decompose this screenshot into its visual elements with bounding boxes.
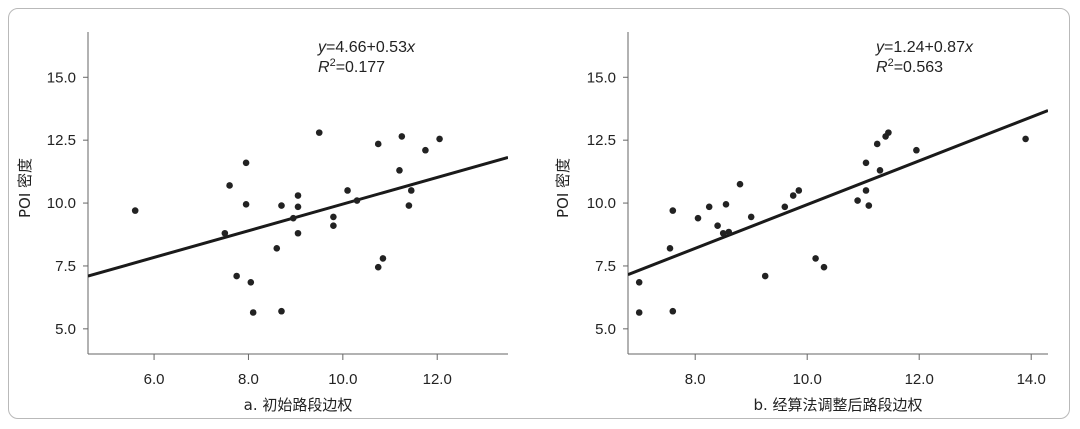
- data-point: [250, 309, 257, 316]
- data-point: [790, 192, 797, 199]
- data-point: [737, 181, 744, 188]
- r-squared: R2=0.563: [876, 57, 943, 76]
- data-point: [248, 279, 255, 286]
- y-axis-title: POI 密度: [554, 158, 572, 218]
- data-point: [1022, 136, 1029, 143]
- x-axis-title: a. 初始路段边权: [244, 396, 353, 414]
- data-point: [720, 230, 727, 237]
- data-point: [436, 136, 443, 143]
- regression-equation: y=4.66+0.53x: [317, 39, 416, 56]
- data-point: [243, 160, 250, 167]
- y-tick-label: 10.0: [587, 195, 616, 212]
- data-point: [670, 308, 677, 315]
- data-point: [667, 245, 674, 252]
- data-point: [375, 264, 382, 271]
- data-point: [714, 222, 721, 229]
- data-point: [695, 215, 702, 222]
- data-point: [399, 133, 406, 140]
- data-point: [380, 255, 387, 262]
- y-tick-label: 15.0: [47, 69, 76, 86]
- y-tick-label: 15.0: [587, 69, 616, 86]
- data-point: [330, 214, 337, 221]
- r-squared: R2=0.177: [318, 57, 385, 76]
- y-tick-label: 12.5: [47, 132, 76, 149]
- y-tick-label: 5.0: [595, 321, 616, 338]
- data-point: [278, 202, 285, 209]
- data-point: [636, 309, 643, 316]
- x-tick-label: 8.0: [238, 371, 259, 388]
- data-point: [132, 207, 139, 214]
- data-point: [877, 167, 884, 174]
- data-point: [354, 197, 361, 204]
- regression-line: [88, 157, 508, 276]
- data-point: [408, 187, 415, 194]
- y-tick-label: 7.5: [595, 258, 616, 275]
- data-point: [316, 129, 323, 136]
- x-tick-label: 12.0: [423, 371, 452, 388]
- y-axis-title: POI 密度: [16, 158, 34, 218]
- data-point: [295, 204, 302, 211]
- data-point: [330, 222, 337, 229]
- data-point: [885, 129, 892, 136]
- data-point: [396, 167, 403, 174]
- data-point: [375, 141, 382, 148]
- data-point: [295, 230, 302, 237]
- data-point: [854, 197, 861, 204]
- data-point: [812, 255, 819, 262]
- y-tick-label: 12.5: [587, 132, 616, 149]
- data-point: [273, 245, 280, 252]
- data-point: [796, 187, 803, 194]
- data-point: [821, 264, 828, 271]
- x-tick-label: 6.0: [144, 371, 165, 388]
- x-axis-title: b. 经算法调整后路段边权: [753, 396, 922, 414]
- data-point: [782, 204, 789, 211]
- data-point: [863, 187, 870, 194]
- data-point: [874, 141, 881, 148]
- data-point: [706, 204, 713, 211]
- y-tick-label: 5.0: [55, 321, 76, 338]
- data-point: [762, 273, 769, 280]
- data-point: [222, 230, 229, 237]
- data-point: [344, 187, 351, 194]
- data-point: [913, 147, 920, 154]
- data-point: [295, 192, 302, 199]
- data-point: [748, 214, 755, 221]
- data-point: [226, 182, 233, 189]
- data-point: [233, 273, 240, 280]
- x-tick-label: 10.0: [793, 371, 822, 388]
- data-point: [636, 279, 643, 286]
- data-point: [670, 207, 677, 214]
- data-point: [723, 201, 730, 208]
- data-point: [290, 215, 297, 222]
- data-point: [278, 308, 285, 315]
- panel-a: 5.0 7.5 10.0 12.5 15.0 6.0 8.0 10.0 12.0 a. 初始路段边…: [16, 32, 508, 414]
- data-point: [406, 202, 413, 209]
- x-tick-label: 10.0: [328, 371, 357, 388]
- data-point: [866, 202, 873, 209]
- y-tick-label: 10.0: [47, 195, 76, 212]
- x-tick-label: 8.0: [685, 371, 706, 388]
- x-tick-label: 14.0: [1017, 371, 1046, 388]
- y-tick-label: 7.5: [55, 258, 76, 275]
- data-point: [726, 229, 733, 236]
- regression-equation: y=1.24+0.87x: [875, 39, 974, 56]
- data-point: [422, 147, 429, 154]
- data-point: [863, 160, 870, 167]
- data-point: [243, 201, 250, 208]
- x-tick-label: 12.0: [905, 371, 934, 388]
- regression-line: [628, 110, 1048, 274]
- panel-b: 5.0 7.5 10.0 12.5 15.0 8.0 10.0 12.0 14.0 b. 经算法调…: [554, 32, 1048, 414]
